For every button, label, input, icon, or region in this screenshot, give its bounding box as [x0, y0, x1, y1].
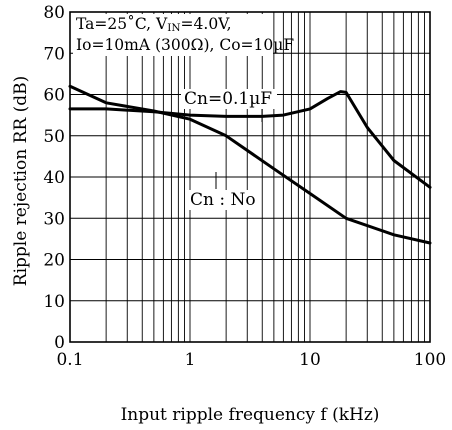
y-tick-label: 50	[43, 127, 65, 147]
conditions-line-2: Io=10mA (300Ω), Co=10µF	[76, 36, 294, 54]
y-axis-label: Ripple rejection RR (dB)	[11, 76, 31, 286]
series-label-group-1: Cn : No	[187, 172, 256, 210]
x-axis-label: Input ripple frequency f (kHz)	[121, 405, 380, 425]
series-line-1	[68, 84, 432, 245]
series-label-background-0	[181, 89, 277, 109]
y-tick-label: 20	[43, 251, 65, 271]
conditions-line-1: Ta=25˚C, VIN=4.0V,	[76, 15, 232, 34]
y-tick-label: 60	[43, 86, 65, 106]
plot-frame	[69, 11, 431, 343]
x-tick-label: 0.1	[56, 350, 83, 370]
conditions-subscript: IN	[167, 22, 180, 34]
x-tick-label: 1	[185, 350, 196, 370]
x-tick-label: 100	[414, 350, 446, 370]
grid-lines	[70, 12, 430, 342]
tick-labels: 0 10 20 30 40 50 60 70 80 0.1 1 10 100	[43, 3, 446, 370]
conditions-text-a: Ta=25˚C, V	[76, 15, 168, 33]
y-tick-label: 30	[43, 209, 65, 229]
y-tick-label: 0	[54, 333, 65, 353]
y-tick-label: 80	[43, 3, 65, 23]
series-label-1: Cn : No	[190, 190, 256, 210]
x-tick-label: 10	[299, 350, 321, 370]
y-tick-label: 10	[43, 292, 65, 312]
series-label-background-1	[187, 190, 253, 210]
conditions-box: Ta=25˚C, VIN=4.0V, Io=10mA (300Ω), Co=10…	[73, 14, 294, 56]
series-curves	[68, 84, 432, 245]
y-tick-label: 70	[43, 44, 65, 64]
y-tick-label: 40	[43, 168, 65, 188]
series-label-group-0: Cn=0.1µF	[181, 89, 277, 122]
conditions-background	[73, 14, 273, 56]
series-label-0: Cn=0.1µF	[184, 89, 272, 109]
conditions-text-b: =4.0V,	[181, 15, 232, 33]
